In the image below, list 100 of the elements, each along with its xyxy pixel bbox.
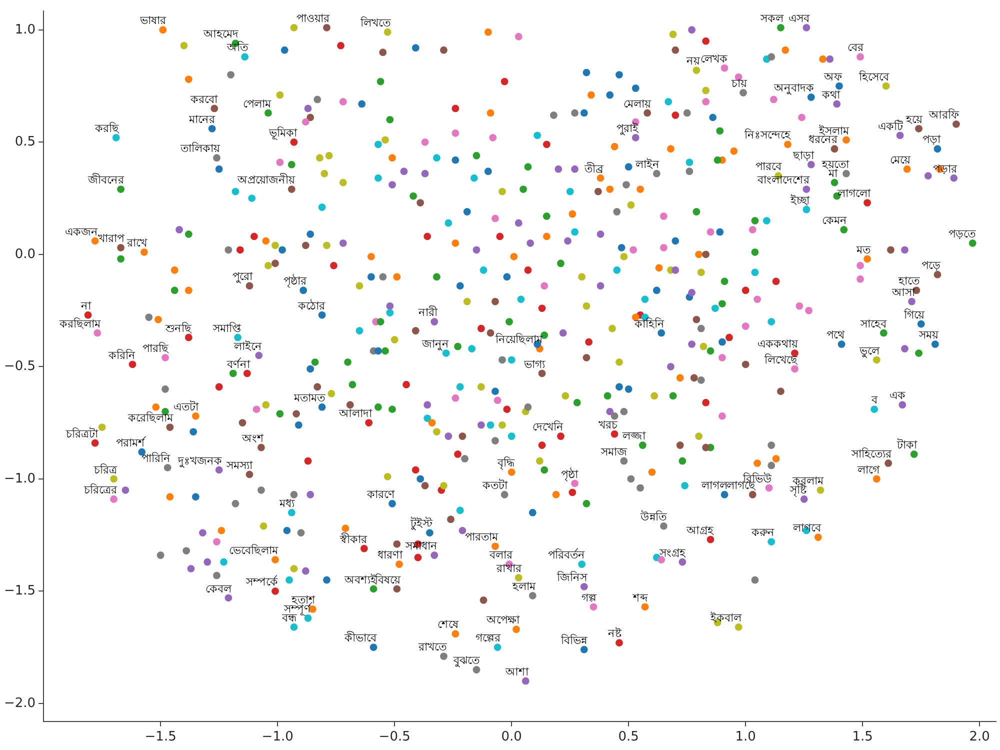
annotation: পরিবর্তন: [548, 548, 585, 562]
annotation: ধারণা: [377, 548, 404, 562]
annotation: উন্নতি: [640, 510, 668, 524]
x-tick-label: 1.5: [852, 730, 873, 745]
annotation: জানুন: [421, 338, 450, 351]
annotation: দেখেনি: [532, 420, 564, 434]
y-tick-label: −2.0: [4, 696, 36, 711]
annotation: সমাজ: [600, 445, 627, 458]
annotation: টাকা: [896, 438, 918, 452]
annotation: আরফি: [928, 108, 960, 122]
annotation: এক: [889, 389, 906, 402]
annotation: পেলাম: [243, 97, 272, 110]
annotation: লেখক: [700, 52, 728, 66]
annotation: বের: [847, 41, 864, 54]
y-tick-label: 0.5: [14, 134, 36, 150]
annotation: পৃষ্ঠা: [560, 468, 579, 481]
annotation: একটি: [878, 120, 904, 133]
x-tick-label: 0.5: [618, 730, 639, 745]
annotation: খারাপ: [98, 232, 125, 246]
annotation: পাওয়ার: [296, 12, 331, 25]
annotation: করছিলাম: [58, 317, 102, 330]
annotation: অফ: [823, 70, 844, 84]
annotation: করছি: [94, 122, 120, 136]
annotation: আগ্রহ: [686, 524, 715, 537]
annotation: পৃষ্ঠার: [283, 274, 308, 288]
annotation: পুরো: [232, 270, 254, 284]
annotation: করবো: [189, 92, 218, 106]
annotation: ভূমিকা: [268, 126, 298, 140]
annotation: বলার: [488, 548, 514, 562]
annotation: তালিকায়: [180, 142, 221, 156]
annotation: করেছিলাম: [126, 412, 174, 425]
annotation: পুরাই: [616, 122, 640, 136]
annotation: পারছি: [142, 342, 170, 356]
y-tick-label: −1.5: [4, 584, 36, 599]
annotation: বর্ণনা: [226, 358, 252, 371]
annotation: লাইন: [634, 158, 660, 171]
annotation: নিঃসন্দেহে: [744, 128, 792, 142]
annotation: অনুবাদক: [773, 82, 814, 95]
annotation: ভাষার: [138, 14, 167, 28]
x-tick-label: 2.0: [969, 730, 990, 745]
annotation: সকল: [760, 12, 785, 25]
annotation: এসব: [788, 12, 810, 25]
annotation: পড়তে: [948, 228, 977, 241]
annotation: এতটা: [174, 400, 200, 414]
annotation: গিয়ে: [903, 308, 926, 322]
annotation: মধ্য: [278, 496, 296, 510]
annotation: শব্দ: [632, 591, 648, 604]
annotation: লাইনে: [232, 340, 262, 353]
annotation: না: [80, 299, 92, 312]
annotation: ভুলে: [858, 344, 881, 358]
annotation: পড়ে: [921, 258, 940, 272]
annotation: জীবনের: [86, 174, 125, 187]
x-tick-label: −1.5: [144, 730, 176, 745]
annotation: অপ্রয়োজনীয়: [236, 174, 296, 187]
annotation: আহমেদ: [202, 28, 238, 41]
annotation: খরচ: [598, 418, 619, 432]
annotation: কারণে: [366, 488, 396, 501]
annotation: করুন: [750, 526, 774, 540]
annotation: টুইস্ট: [410, 517, 434, 530]
annotation: হিসেবে: [858, 70, 890, 84]
annotation: অংশ: [241, 432, 264, 445]
annotation: চরিত্র: [92, 463, 118, 476]
annotation: আলাদা: [338, 407, 373, 420]
annotation: ভেবেছিলাম: [229, 544, 280, 558]
annotation: বুঝতে: [452, 654, 480, 668]
annotation: কেমন: [822, 214, 847, 228]
annotation: কাহিনি: [633, 317, 664, 330]
annotation: পারিনি: [142, 452, 171, 466]
annotation: মানের: [188, 113, 216, 126]
annotation: মেয়ে: [890, 153, 912, 166]
annotation: রাখার: [496, 562, 523, 576]
annotation: করিনি: [107, 348, 136, 362]
annotation: কতটা: [482, 478, 509, 492]
annotation: চরিত্রের: [82, 483, 118, 496]
annotation: কেবল: [205, 582, 232, 596]
annotation: ব: [870, 394, 878, 407]
y-tick-label: 0.0: [14, 246, 36, 262]
annotation: এককথায়: [758, 338, 799, 351]
annotation: নিয়েছিলাম: [494, 333, 544, 346]
annotation: পারতাম: [465, 530, 500, 544]
x-tick-label: 1.0: [735, 730, 756, 745]
annotation: লাগবে: [792, 522, 822, 535]
y-tick-label: −1.0: [4, 471, 36, 486]
annotation: দুঃখজনক: [177, 454, 222, 468]
annotation: অপেক্ষা: [485, 614, 520, 627]
annotation: বিভিন্ন: [560, 634, 588, 647]
annotation: রাখতে: [418, 640, 448, 654]
annotation: মত: [855, 243, 872, 256]
annotation: কঠোর: [297, 299, 326, 312]
annotation: লজ্জা: [622, 430, 647, 443]
annotation: স্বীকার: [339, 532, 368, 546]
x-tick-label: 0.0: [501, 730, 522, 745]
annotation: তীব্র: [584, 162, 604, 176]
annotation: ভাগ্য: [523, 358, 546, 371]
annotation: ছাড়া: [792, 148, 816, 162]
annotation: সমাধান: [404, 540, 438, 553]
y-tick-label: 1.0: [14, 22, 36, 38]
annotation: ইকবাল: [710, 611, 743, 624]
annotation: বন্ধ: [280, 611, 297, 624]
annotation: পড়া: [922, 133, 942, 146]
